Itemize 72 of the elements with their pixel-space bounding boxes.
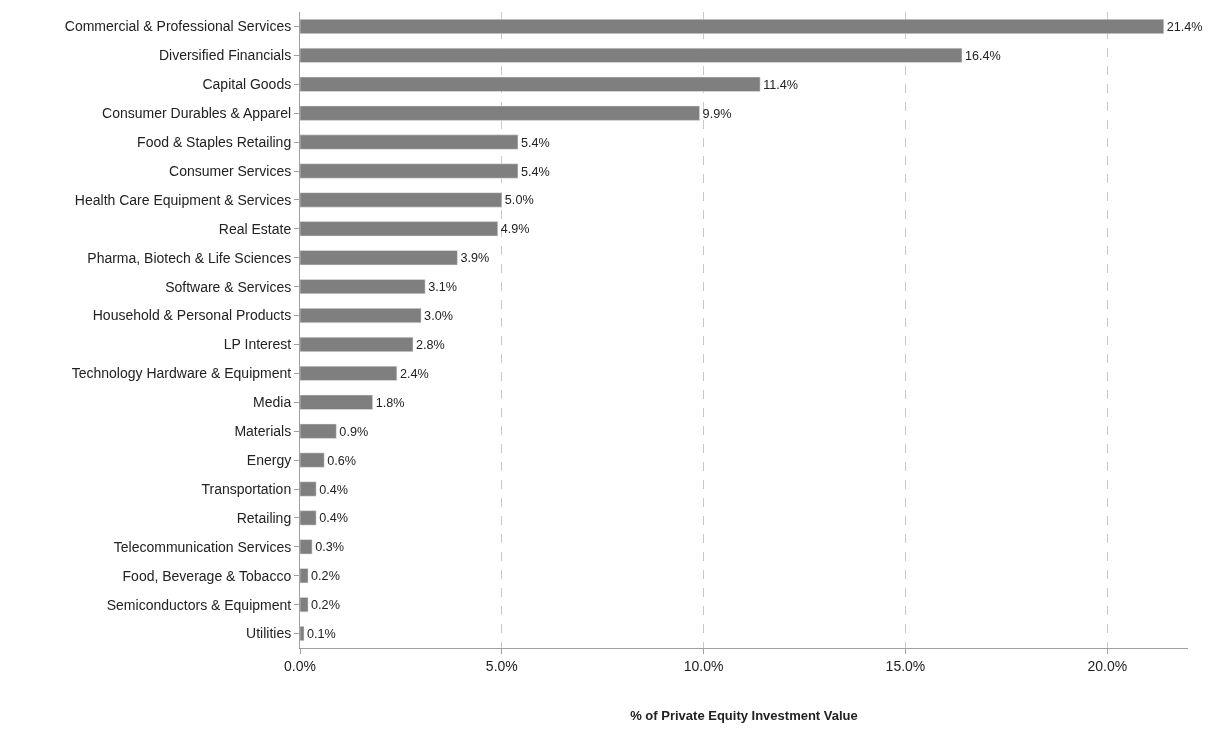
data-label: 1.8% [375,395,405,410]
bar [300,76,761,92]
bar [300,597,309,613]
data-label: 0.4% [319,511,348,526]
data-label: 5.0% [504,193,534,208]
x-tick-label: 10.0% [683,657,724,674]
x-axis-title: % of Private Equity Investment Value [630,708,858,724]
bar [300,134,519,150]
y-tick-label: Technology Hardware & Equipment [71,365,292,382]
data-label: 3.1% [428,280,457,295]
bar [300,423,337,439]
bar [300,105,700,121]
y-tick-label: Household & Personal Products [92,307,292,324]
data-label: 5.4% [520,164,550,179]
y-tick-label: Real Estate [218,220,292,237]
y-tick-label: Commercial & Professional Services [64,18,292,35]
data-label: 16.4% [964,48,1001,63]
bar [300,626,305,642]
data-label: 4.9% [500,222,530,237]
data-label: 9.9% [702,106,732,121]
data-label: 2.4% [399,366,429,381]
bar [300,452,325,468]
data-label: 3.9% [460,251,490,266]
y-tick-label: Software & Services [165,278,292,295]
data-label: 2.8% [416,337,445,352]
bar [300,250,458,266]
y-tick-label: Telecommunication Services [113,538,292,555]
bar [300,365,398,381]
bar [300,510,317,526]
bar [300,18,1165,34]
bar [300,221,499,237]
y-tick-label: Health Care Equipment & Services [74,191,292,208]
bar [300,279,426,295]
data-label: 21.4% [1166,19,1203,34]
y-tick-label: Energy [246,451,292,468]
y-tick-label: Pharma, Biotech & Life Sciences [87,249,292,266]
bar [300,336,414,352]
data-label: 0.9% [339,424,369,439]
x-tick-label: 15.0% [885,657,926,674]
bar [300,192,503,208]
y-tick-label: LP Interest [223,336,292,353]
x-tick-label: 20.0% [1087,657,1128,674]
y-tick-label: Utilities [246,625,292,642]
y-tick-label: Food & Staples Retailing [137,133,292,150]
y-tick-label: Transportation [201,480,292,497]
bar [300,308,422,324]
y-tick-label: Retailing [236,509,292,526]
y-tick-label: Diversified Financials [158,47,292,64]
bar [300,481,317,497]
data-label: 3.0% [424,309,453,324]
data-label: 0.3% [315,540,344,555]
data-label: 0.1% [307,627,336,642]
y-tick-label: Materials [234,423,292,440]
data-label: 0.2% [311,598,340,613]
bar [300,163,519,179]
bar [300,568,309,584]
data-label: 0.4% [319,482,348,497]
y-tick-label: Consumer Services [169,162,292,179]
bar [300,47,963,63]
y-tick-label: Consumer Durables & Apparel [102,105,292,122]
x-tick-label: 5.0% [485,657,518,674]
data-label: 5.4% [520,135,550,150]
data-label: 0.2% [311,569,340,584]
y-tick-label: Semiconductors & Equipment [106,596,292,613]
x-tick-label: 0.0% [284,657,316,674]
y-tick-label: Food, Beverage & Tobacco [122,567,292,584]
y-tick-label: Capital Goods [202,76,292,93]
bar [300,394,373,410]
y-tick-label: Media [253,394,292,411]
data-label: 0.6% [327,453,357,468]
bar [300,539,313,555]
data-label: 11.4% [763,77,799,92]
